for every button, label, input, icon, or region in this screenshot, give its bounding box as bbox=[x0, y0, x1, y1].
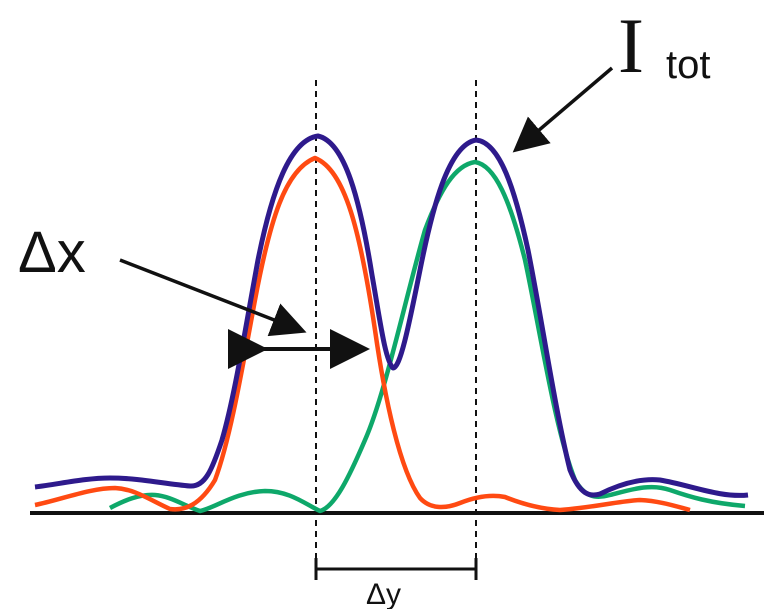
delta-y-label: Δy bbox=[366, 578, 401, 609]
left-peak-curve bbox=[34, 155, 691, 513]
i-tot-label-main: I bbox=[618, 2, 644, 89]
delta-x-label: Δx bbox=[18, 220, 86, 285]
delta-x-pointer-arrow bbox=[119, 258, 307, 337]
total-intensity-curve bbox=[34, 133, 749, 498]
right-peak-curve bbox=[108, 159, 746, 514]
i-tot-pointer-arrow bbox=[512, 66, 614, 153]
delta-y-bracket bbox=[314, 558, 478, 580]
i-tot-label-sub: tot bbox=[666, 43, 710, 87]
